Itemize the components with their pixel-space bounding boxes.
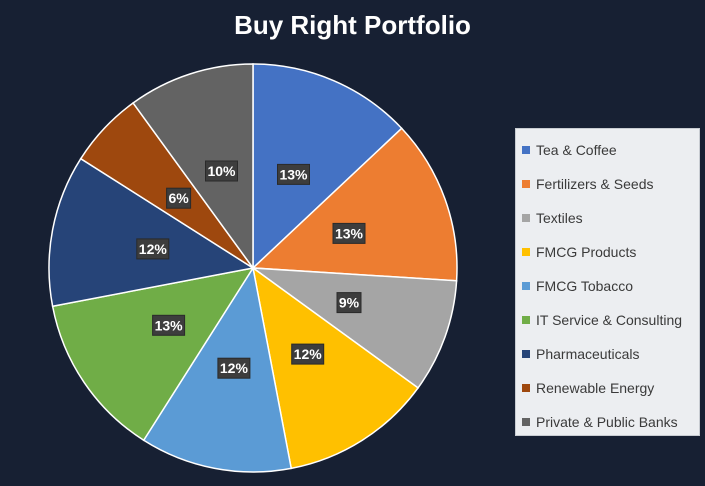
svg-text:12%: 12% [139,241,168,257]
legend-item: FMCG Products [516,235,699,269]
legend-swatch [522,146,530,154]
legend-label: Textiles [536,210,583,226]
legend-swatch [522,316,530,324]
legend-label: Private & Public Banks [536,414,678,430]
legend-swatch [522,282,530,290]
legend-item: Textiles [516,201,699,235]
pie-slice-tea-coffee [252,63,403,270]
legend-label: Tea & Coffee [536,142,617,158]
legend-swatch [522,350,530,358]
data-label: 12% [136,238,170,260]
legend-swatch [522,180,530,188]
data-label: 13% [152,314,186,336]
pie-labels: 13% 13% 9% 12% 12% 13% 12% 6% 10% [136,160,366,379]
svg-text:13%: 13% [335,225,364,241]
svg-text:9%: 9% [339,295,360,311]
data-label: 9% [336,292,362,314]
legend: Tea & Coffee Fertilizers & Seeds Textiles F… [515,128,700,436]
legend-item: Private & Public Banks [516,405,699,439]
legend-label: FMCG Products [536,244,637,260]
pie-slices [48,63,458,473]
pie-slice-pharmaceuticals [48,157,256,308]
data-label: 13% [277,163,310,185]
legend-item: Fertilizers & Seeds [516,167,699,201]
legend-label: Renewable Energy [536,380,655,396]
data-label: 13% [332,222,366,244]
svg-text:13%: 13% [155,317,184,333]
pie-slice-textiles [250,267,458,389]
svg-text:10%: 10% [207,163,236,179]
legend-item: Renewable Energy [516,371,699,405]
pie-slice-private-public-banks [132,63,254,271]
legend-item: Tea & Coffee [516,133,699,167]
chart-title: Buy Right Portfolio [234,10,471,40]
svg-text:6%: 6% [168,190,189,206]
pie-slice-fertilizers-seeds [251,127,458,282]
pie-slice-it-service-consulting [51,266,255,442]
svg-text:12%: 12% [294,346,323,362]
legend-swatch [522,418,530,426]
data-label: 12% [291,343,325,365]
legend-item: Pharmaceuticals [516,337,699,371]
legend-label: Pharmaceuticals [536,346,640,362]
data-label: 10% [205,160,238,182]
legend-label: Fertilizers & Seeds [536,176,654,192]
svg-text:13%: 13% [279,166,308,182]
data-label: 12% [217,357,251,379]
legend-swatch [522,248,530,256]
legend-swatch [522,214,530,222]
svg-text:12%: 12% [220,360,249,376]
pie-slice-fmcg-products [251,266,420,470]
legend-item: IT Service & Consulting [516,303,699,337]
data-label: 6% [166,187,192,209]
legend-label: FMCG Tobacco [536,278,633,294]
legend-item: FMCG Tobacco [516,269,699,303]
legend-swatch [522,384,530,392]
legend-label: IT Service & Consulting [536,312,683,328]
